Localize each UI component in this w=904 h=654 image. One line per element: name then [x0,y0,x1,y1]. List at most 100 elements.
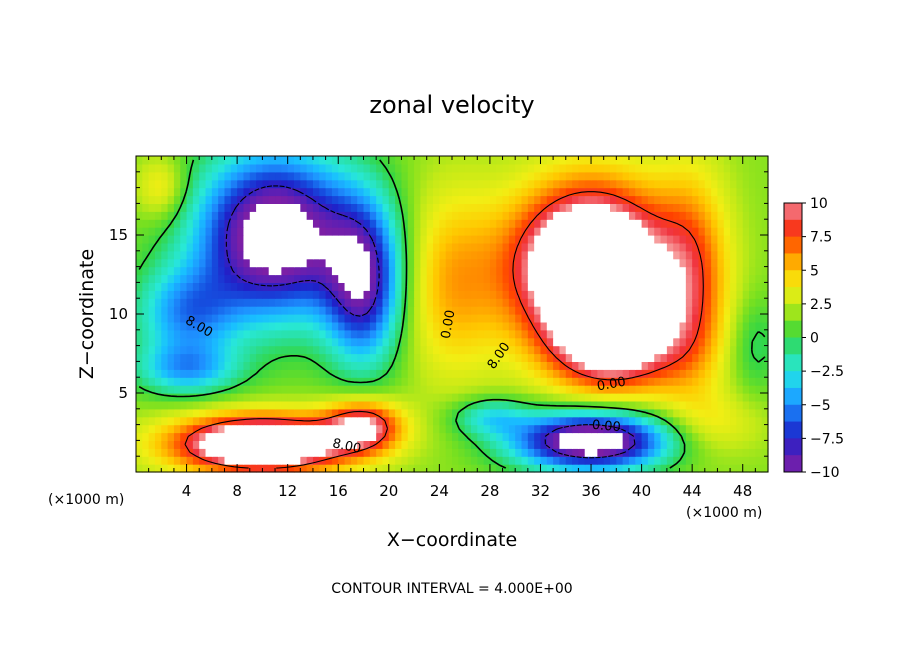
heatmap-cell [502,416,510,426]
heatmap-cell [749,187,756,197]
heatmap-cell [180,416,188,426]
heatmap-cell [331,377,339,386]
heatmap-cell [508,424,516,434]
heatmap-cell [445,195,453,204]
heatmap-cell [704,314,712,323]
heatmap-cell [540,393,548,402]
heatmap-cell [458,314,466,323]
heatmap-cell [723,235,731,244]
heatmap-cell [363,282,371,291]
heatmap-cell [382,219,390,228]
heatmap-cell [230,298,238,307]
heatmap-cell [218,156,226,165]
heatmap-cell [154,424,162,434]
heatmap-cell [306,211,314,220]
heatmap-cell [641,211,649,220]
heatmap-cell [281,337,289,347]
heatmap-cell [730,227,737,236]
heatmap-cell [730,179,737,189]
heatmap-cell [154,290,162,299]
heatmap-cell [287,242,295,252]
heatmap-cell [338,203,346,212]
heatmap-cell [275,163,282,173]
heatmap-cell [325,211,333,220]
heatmap-cell [407,377,415,386]
heatmap-cell [243,424,251,434]
heatmap-cell [717,385,725,394]
heatmap-cell [275,400,282,410]
x-tick-label: 8 [232,482,242,500]
heatmap-cell [142,448,150,457]
heatmap-cell [401,179,409,189]
heatmap-cell [730,337,737,347]
heatmap-cell [306,171,314,181]
heatmap-cell [749,235,756,244]
heatmap-cell [350,337,358,347]
heatmap-cell [635,163,643,173]
heatmap-cell [591,242,598,252]
heatmap-cell [294,329,301,339]
heatmap-cell [249,306,257,315]
heatmap-cell [591,298,598,307]
heatmap-cell [262,321,270,331]
heatmap-cell [742,235,750,244]
heatmap-cell [458,416,466,426]
heatmap-cell [211,377,219,386]
heatmap-cell [591,385,598,394]
heatmap-cell [591,219,598,228]
heatmap-cell [395,369,403,378]
heatmap-cell [470,227,478,236]
heatmap-cell [287,369,295,378]
heatmap-cell [685,179,693,189]
heatmap-cell [237,440,245,449]
heatmap-cell [717,242,725,252]
heatmap-cell [426,353,434,362]
heatmap-cell [673,156,681,165]
heatmap-cell [262,377,270,386]
heatmap-cell [319,369,327,378]
heatmap-cell [445,377,453,386]
heatmap-cell [319,416,327,426]
heatmap-cell [496,314,504,323]
heatmap-cell [414,195,421,204]
heatmap-cell [426,171,434,181]
heatmap-cell [426,448,434,457]
heatmap-cell [616,385,624,394]
heatmap-cell [256,227,263,236]
heatmap-cell [704,400,712,410]
heatmap-cell [205,227,213,236]
heatmap-cell [414,219,421,228]
heatmap-cell [527,219,535,228]
heatmap-cell [723,456,731,465]
heatmap-cell [527,282,535,291]
heatmap-cell [180,353,188,362]
heatmap-cell [224,266,232,276]
heatmap-cell [578,337,586,347]
heatmap-cell [546,242,554,252]
heatmap-cell [376,416,384,426]
heatmap-cell [761,408,769,418]
heatmap-cell [572,345,579,355]
heatmap-cell [306,163,314,173]
heatmap-cell [470,156,478,165]
heatmap-cell [527,314,535,323]
heatmap-cell [489,227,497,236]
heatmap-cell [527,393,535,402]
heatmap-cell [161,219,169,228]
heatmap-cell [426,385,434,394]
heatmap-cell [508,314,516,323]
heatmap-cell [154,337,162,347]
heatmap-cell [477,258,485,268]
heatmap-cell [761,179,769,189]
heatmap-cell [635,416,643,426]
heatmap-cell [294,377,301,386]
heatmap-cell [496,156,504,165]
heatmap-cell [515,440,523,449]
heatmap-cell [445,179,453,189]
heatmap-cell [256,369,263,378]
heatmap-cell [711,290,719,299]
heatmap-cell [388,424,396,434]
heatmap-cell [180,203,188,212]
heatmap-cell [673,282,681,291]
heatmap-cell [496,432,504,441]
